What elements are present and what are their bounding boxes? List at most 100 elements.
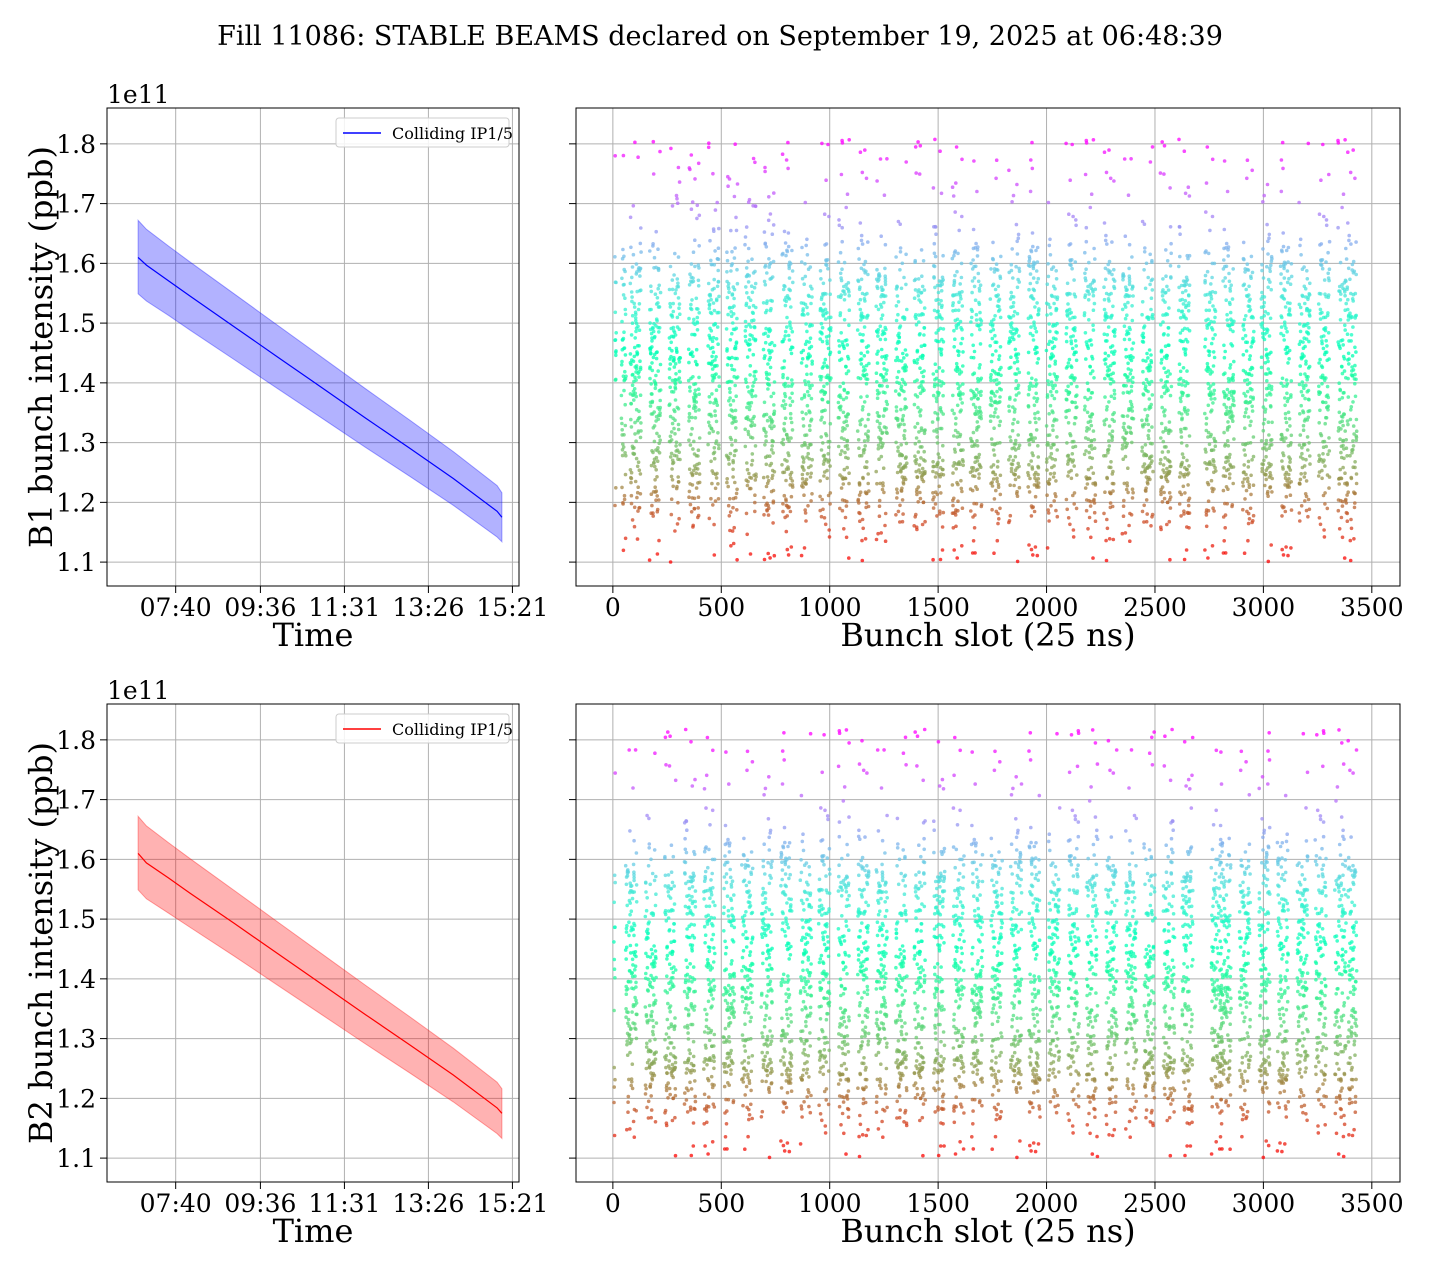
b1-slot-point	[1316, 302, 1321, 306]
b1-slot-point	[731, 398, 736, 403]
b1-slot-point	[961, 459, 965, 464]
b1-slot-point	[1266, 285, 1270, 290]
b1-slot-point	[874, 371, 879, 376]
b1-slot-point	[638, 472, 643, 476]
b1-slot-point	[714, 439, 719, 443]
b1-slot-point	[729, 310, 733, 314]
b1-slot-point	[787, 297, 792, 301]
b1-slot-point	[1231, 267, 1235, 271]
b1-slot-point	[1030, 166, 1035, 171]
b1-slot-point	[1033, 326, 1037, 331]
b1-slot-point	[651, 172, 656, 176]
b1-slot-point	[922, 326, 927, 330]
b1-slot-point	[885, 157, 889, 161]
b1-slot-point	[1244, 349, 1249, 353]
b1-slot-point	[745, 355, 750, 359]
b1-slot-point	[620, 448, 625, 452]
b1-slot-point	[1159, 475, 1164, 480]
b1-slot-point	[1246, 538, 1250, 543]
b1-slot-point	[733, 246, 737, 250]
b1-slot-point	[1338, 437, 1342, 442]
b1-slot-point	[998, 400, 1002, 404]
b1-slot-point	[1338, 467, 1342, 472]
b1-slot-point	[632, 305, 637, 309]
b1-slot-point	[1241, 484, 1245, 488]
b1-slot-point	[1073, 326, 1077, 330]
b1-slot-point	[713, 249, 717, 253]
b1-slot-point	[788, 509, 793, 514]
b1-slot-point	[1323, 421, 1327, 426]
b1-slot-point	[862, 447, 867, 452]
b1-slot-point	[1165, 466, 1169, 471]
b1-slot-point	[1259, 365, 1264, 370]
b1-slot-point	[902, 433, 906, 438]
b1-slot-point	[875, 396, 880, 401]
b1-slot-point	[1028, 381, 1033, 386]
b1-slot-point	[1284, 420, 1289, 425]
b1-slot-point	[1089, 465, 1094, 470]
b1-slot-point	[1037, 307, 1041, 311]
b1-slot-point	[632, 387, 637, 391]
b1-slot-point	[1111, 489, 1115, 493]
b1-slot-point	[1263, 410, 1267, 414]
b1-slot-point	[1212, 320, 1216, 324]
b1-slot-point	[1035, 553, 1040, 558]
b1-slot-point	[784, 529, 789, 534]
b1-slot-point	[803, 382, 808, 387]
b1-slot-point	[1283, 261, 1288, 266]
b1-slot-point	[1159, 492, 1163, 497]
b1-slot-point	[713, 409, 717, 413]
b1-slot-point	[1150, 145, 1155, 149]
b1-slot-point	[1178, 232, 1182, 236]
b1-slot-point	[941, 443, 945, 448]
b1-slot-point	[866, 344, 871, 348]
b1-slot-point	[743, 235, 748, 239]
b1-slot-point	[697, 408, 701, 412]
b1-slot-point	[1089, 423, 1094, 428]
b1-slot-point	[668, 301, 672, 306]
b1-slot-point	[1068, 433, 1073, 438]
b1-slot-point	[934, 232, 938, 236]
b1-slot-point	[823, 408, 827, 413]
b1-slot-point	[1324, 350, 1329, 355]
b1-slot-point	[1123, 454, 1128, 459]
b1-slot-point	[1007, 519, 1012, 523]
b1-slot-point	[1266, 359, 1270, 364]
b1-slot-point	[696, 495, 701, 500]
b1-slot-point	[863, 444, 867, 448]
b1-slot-point	[1127, 337, 1132, 342]
b1-slot-point	[781, 399, 786, 403]
b1-slot-point	[1320, 266, 1325, 271]
b1-slot-point	[956, 482, 960, 487]
b1-slot-point	[808, 354, 812, 358]
b1-slot-point	[919, 300, 923, 304]
b1-slot-point	[1336, 508, 1341, 513]
b1-slot-point	[1047, 412, 1051, 416]
b1-slot-point	[1142, 503, 1146, 508]
b1-slot-point	[1105, 333, 1110, 337]
b1-slot-point	[1047, 482, 1051, 486]
b1-slot-point	[1031, 439, 1036, 444]
b1-slot-point	[1222, 258, 1226, 262]
b1-slot-point	[800, 245, 804, 250]
b1-slot-point	[1249, 345, 1253, 349]
b1-slot-point	[917, 320, 921, 324]
b1-slot-point	[653, 478, 657, 482]
b1-slot-point	[829, 326, 833, 330]
b1-slot-point	[1323, 326, 1328, 330]
b1-slot-point	[707, 431, 712, 435]
b1-slot-point	[885, 368, 889, 373]
b1-slot-point	[1207, 349, 1212, 354]
b1-slot-point	[955, 381, 960, 386]
b1-slot-point	[862, 439, 867, 443]
b1-slot-point	[1074, 350, 1078, 355]
b1-slot-point	[935, 441, 940, 445]
b1-slot-point	[1141, 369, 1145, 374]
b1-slot-point	[1149, 524, 1153, 528]
b1-slot-point	[939, 426, 944, 431]
b1-slot-point	[1281, 384, 1286, 388]
b1-slot-point	[1086, 289, 1090, 294]
b1-slot-point	[1263, 361, 1268, 365]
b1-slot-point	[632, 446, 636, 450]
b1-slot-point	[937, 302, 941, 306]
